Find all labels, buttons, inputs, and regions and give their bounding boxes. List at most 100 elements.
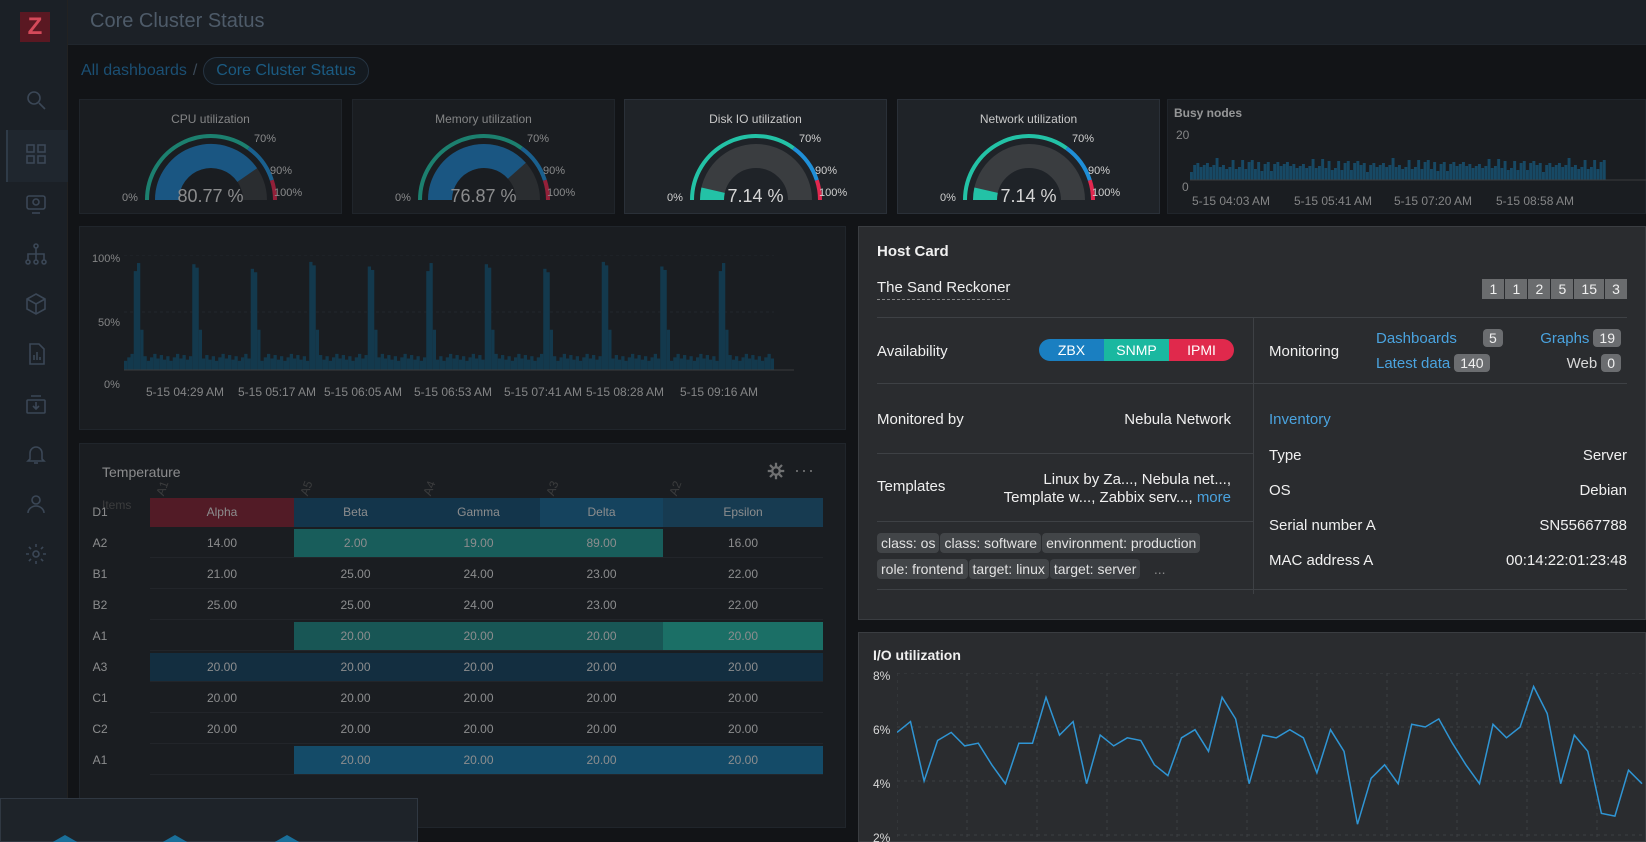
busy-bar — [1196, 163, 1200, 180]
usage-bar — [348, 356, 352, 370]
tag[interactable]: environment: production — [1042, 533, 1201, 553]
usage-bar — [445, 357, 449, 370]
breadcrumb-current[interactable]: Core Cluster Status — [203, 57, 369, 85]
snmp-pill[interactable]: SNMP — [1104, 339, 1169, 361]
busy-bar — [1362, 163, 1366, 180]
web-label: Web — [1566, 355, 1598, 372]
tags-more-icon[interactable]: ... — [1153, 561, 1166, 577]
busy-bar — [1324, 168, 1328, 180]
table-cell: 20.00 — [540, 684, 663, 713]
inventory-link[interactable]: Inventory — [1269, 411, 1331, 428]
busy-bar — [1577, 169, 1581, 180]
breadcrumb: All dashboards / Core Cluster Status — [81, 57, 369, 85]
users-icon[interactable] — [22, 490, 50, 518]
usage-bar — [426, 271, 430, 370]
busy-bar — [1254, 169, 1257, 180]
graphs-link[interactable]: Graphs — [1540, 330, 1590, 347]
usage-bar — [579, 360, 583, 370]
problem-badge[interactable]: 3 — [1605, 279, 1627, 299]
usage-graph-widget[interactable]: 100% 50% 0% 5-15 04:29 AM 5-15 05:17 AM 5-… — [79, 226, 846, 430]
usage-x-tick: 5-15 08:28 AM — [586, 385, 665, 399]
usage-bar — [192, 264, 196, 370]
reports-icon[interactable] — [22, 340, 50, 368]
usage-bar — [481, 359, 485, 370]
problem-badge[interactable]: 1 — [1505, 279, 1528, 299]
busy-bar — [1510, 168, 1513, 180]
busy-bar — [1359, 165, 1363, 180]
busy-bar — [1478, 164, 1481, 180]
host-card-widget[interactable]: Host Card The Sand Reckoner 1 1 2 5 15 3… — [858, 226, 1646, 620]
tag[interactable]: class: os — [877, 533, 940, 553]
problem-badge[interactable]: 2 — [1528, 279, 1551, 299]
usage-bar — [592, 355, 596, 370]
usage-bar — [543, 268, 547, 370]
inventory-box-icon[interactable] — [22, 290, 50, 318]
tag[interactable]: class: software — [940, 533, 1042, 553]
busy-bar — [1439, 164, 1443, 180]
problem-badge[interactable]: 15 — [1574, 279, 1604, 299]
gauge-widget[interactable]: Memory utilization 76.87 % 0% 70% 90% 100% — [352, 99, 615, 214]
busy-bar — [1356, 161, 1360, 180]
gauge-widget[interactable]: CPU utilization 80.77 % 0% 70% 90% 100% — [79, 99, 342, 214]
widget-menu-icon[interactable]: ··· — [794, 460, 815, 480]
usage-bar — [127, 357, 131, 370]
temperature-widget[interactable]: Temperature ··· Items A1 A5 A4 A3 A2 D1 Alpha B… — [79, 443, 846, 828]
problem-badge[interactable]: 1 — [1482, 279, 1505, 299]
ipmi-pill[interactable]: IPMI — [1169, 339, 1234, 361]
top-bar: Core Cluster Status — [68, 0, 1646, 45]
busy-bar — [1574, 165, 1577, 180]
latest-data-link[interactable]: Latest data — [1376, 355, 1451, 372]
breadcrumb-all-dashboards[interactable]: All dashboards — [81, 62, 187, 79]
usage-bar — [618, 359, 622, 370]
busy-bar — [1433, 162, 1437, 180]
io-utilization-widget[interactable]: I/O utilization 8% 6% 4% 2% — [858, 632, 1646, 842]
gear-icon[interactable] — [22, 540, 50, 568]
dashboards-link[interactable]: Dashboards — [1376, 330, 1457, 347]
usage-bar — [237, 360, 241, 370]
divider — [877, 317, 1627, 318]
search-icon[interactable] — [22, 86, 50, 114]
zabbix-logo[interactable]: Z — [20, 12, 50, 42]
table-cell: 20.00 — [417, 622, 540, 651]
gauge-widget[interactable]: Network utilization 7.14 % 0% 70% 90% 100% — [897, 99, 1160, 214]
bottom-popup[interactable] — [0, 798, 418, 842]
busy-bar — [1394, 167, 1398, 180]
alerts-bell-icon[interactable] — [22, 440, 50, 468]
table-cell: 16.00 — [663, 529, 823, 558]
busy-bar — [1298, 166, 1302, 180]
usage-bar — [221, 353, 225, 370]
usage-bar — [520, 358, 524, 370]
usage-bar — [302, 356, 306, 370]
busy-bar — [1238, 167, 1241, 180]
widget-settings-icon[interactable] — [767, 462, 785, 485]
busy-bar — [1442, 162, 1446, 180]
busy-bar — [1516, 170, 1520, 180]
usage-bar — [367, 266, 371, 370]
monitoring-icon[interactable] — [22, 190, 50, 218]
usage-bar — [728, 355, 732, 370]
data-collection-icon[interactable] — [22, 390, 50, 418]
usage-bar — [572, 359, 576, 370]
usage-bar — [293, 358, 297, 370]
hierarchy-icon[interactable] — [22, 240, 50, 268]
zbx-pill[interactable]: ZBX — [1039, 339, 1104, 361]
usage-bar — [595, 359, 599, 370]
busy-bar — [1545, 165, 1549, 180]
io-title: I/O utilization — [873, 647, 961, 663]
usage-bar — [211, 356, 215, 370]
monitored-by-proxy-link[interactable]: Nebula Network — [1124, 411, 1231, 428]
usage-bar — [510, 360, 514, 370]
problem-badge[interactable]: 5 — [1551, 279, 1574, 299]
tag[interactable]: target: linux — [968, 559, 1049, 579]
host-name[interactable]: The Sand Reckoner — [877, 279, 1011, 300]
busy-bar — [1500, 168, 1504, 180]
busy-x-tick: 5-15 08:58 AM — [1496, 194, 1575, 208]
templates-more-link[interactable]: more — [1196, 489, 1231, 506]
tag[interactable]: target: server — [1049, 559, 1141, 579]
gauge-widget[interactable]: Disk IO utilization 7.14 % 0% 70% 90% 100% — [624, 99, 887, 214]
dashboard-icon[interactable] — [22, 140, 50, 168]
tag[interactable]: role: frontend — [877, 559, 968, 579]
busy-nodes-widget[interactable]: Busy nodes 20 0 5-15 04:03 AM 5-15 05:41… — [1167, 99, 1646, 214]
gauge-threshold-label: 100% — [819, 187, 848, 199]
busy-bar — [1465, 166, 1469, 180]
